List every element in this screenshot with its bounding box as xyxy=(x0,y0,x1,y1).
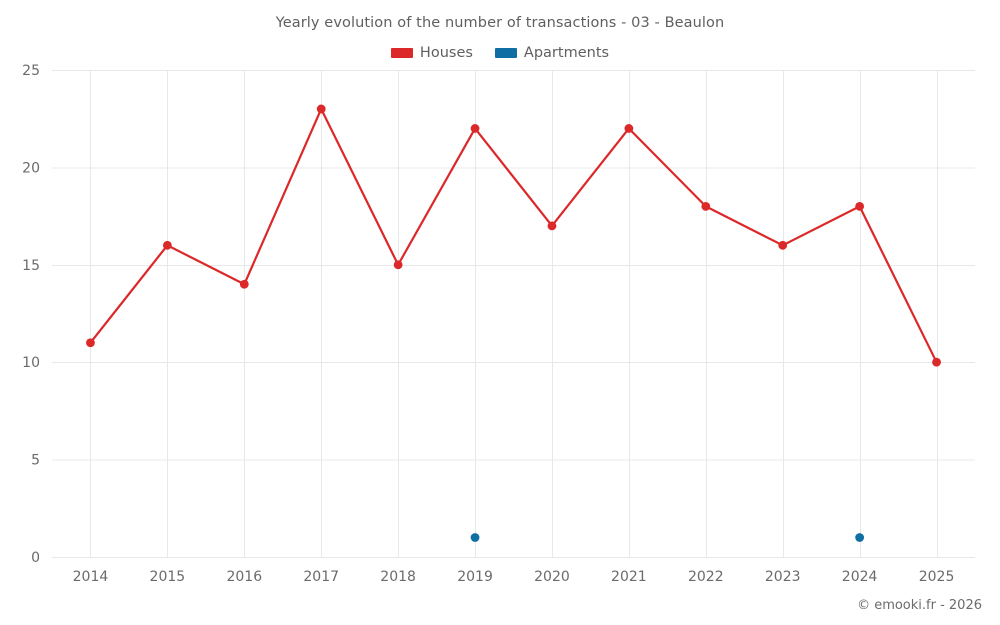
legend-item-apartments[interactable]: Apartments xyxy=(494,45,610,61)
x-axis-tick-label: 2015 xyxy=(150,569,186,585)
data-point-apartments[interactable] xyxy=(855,533,865,542)
x-axis-tick-label: 2014 xyxy=(73,569,109,585)
chart-legend: Houses Apartments xyxy=(0,45,1000,61)
data-point-houses[interactable] xyxy=(162,240,172,250)
data-point-houses[interactable] xyxy=(316,104,326,114)
y-axis-tick-label: 25 xyxy=(22,63,40,79)
data-point-houses[interactable] xyxy=(86,338,95,348)
data-point-houses[interactable] xyxy=(393,260,403,270)
data-point-houses[interactable] xyxy=(932,357,941,367)
x-axis-tick-label: 2021 xyxy=(611,569,647,585)
data-point-houses[interactable] xyxy=(239,279,249,289)
legend-swatch-icon xyxy=(390,48,413,58)
x-axis-tick-label: 2016 xyxy=(226,569,262,585)
x-axis-tick-label: 2018 xyxy=(380,569,416,585)
data-point-houses[interactable] xyxy=(855,201,865,211)
data-point-houses[interactable] xyxy=(624,124,634,133)
legend-label: Houses xyxy=(419,45,473,61)
x-axis-tick-label: 2019 xyxy=(457,569,493,585)
data-point-houses[interactable] xyxy=(701,201,711,211)
chart-title: Yearly evolution of the number of transa… xyxy=(275,15,725,31)
data-point-apartments[interactable] xyxy=(470,533,480,542)
legend-label: Apartments xyxy=(523,45,610,61)
x-axis-tick-label: 2017 xyxy=(303,569,339,585)
y-axis-tick-label: 20 xyxy=(22,160,40,176)
legend-swatch-icon xyxy=(494,48,517,58)
data-point-houses[interactable] xyxy=(547,221,557,231)
y-axis-tick-label: 10 xyxy=(22,355,40,371)
x-axis-tick-label: 2023 xyxy=(765,569,801,585)
copyright-credit: © emooki.fr - 2026 xyxy=(857,598,982,613)
x-axis-tick-label: 2022 xyxy=(688,569,724,585)
series-line-houses xyxy=(89,107,938,364)
data-point-houses[interactable] xyxy=(470,124,480,133)
x-axis-tick-label: 2024 xyxy=(842,569,878,585)
x-axis-tick-label: 2020 xyxy=(534,569,570,585)
legend-item-houses[interactable]: Houses xyxy=(390,45,473,61)
y-axis-tick-label: 15 xyxy=(22,258,40,274)
y-axis-tick-label: 5 xyxy=(31,453,40,469)
y-axis-tick-label: 0 xyxy=(31,550,40,566)
data-point-houses[interactable] xyxy=(778,240,788,250)
x-axis-tick-label: 2025 xyxy=(919,569,955,585)
